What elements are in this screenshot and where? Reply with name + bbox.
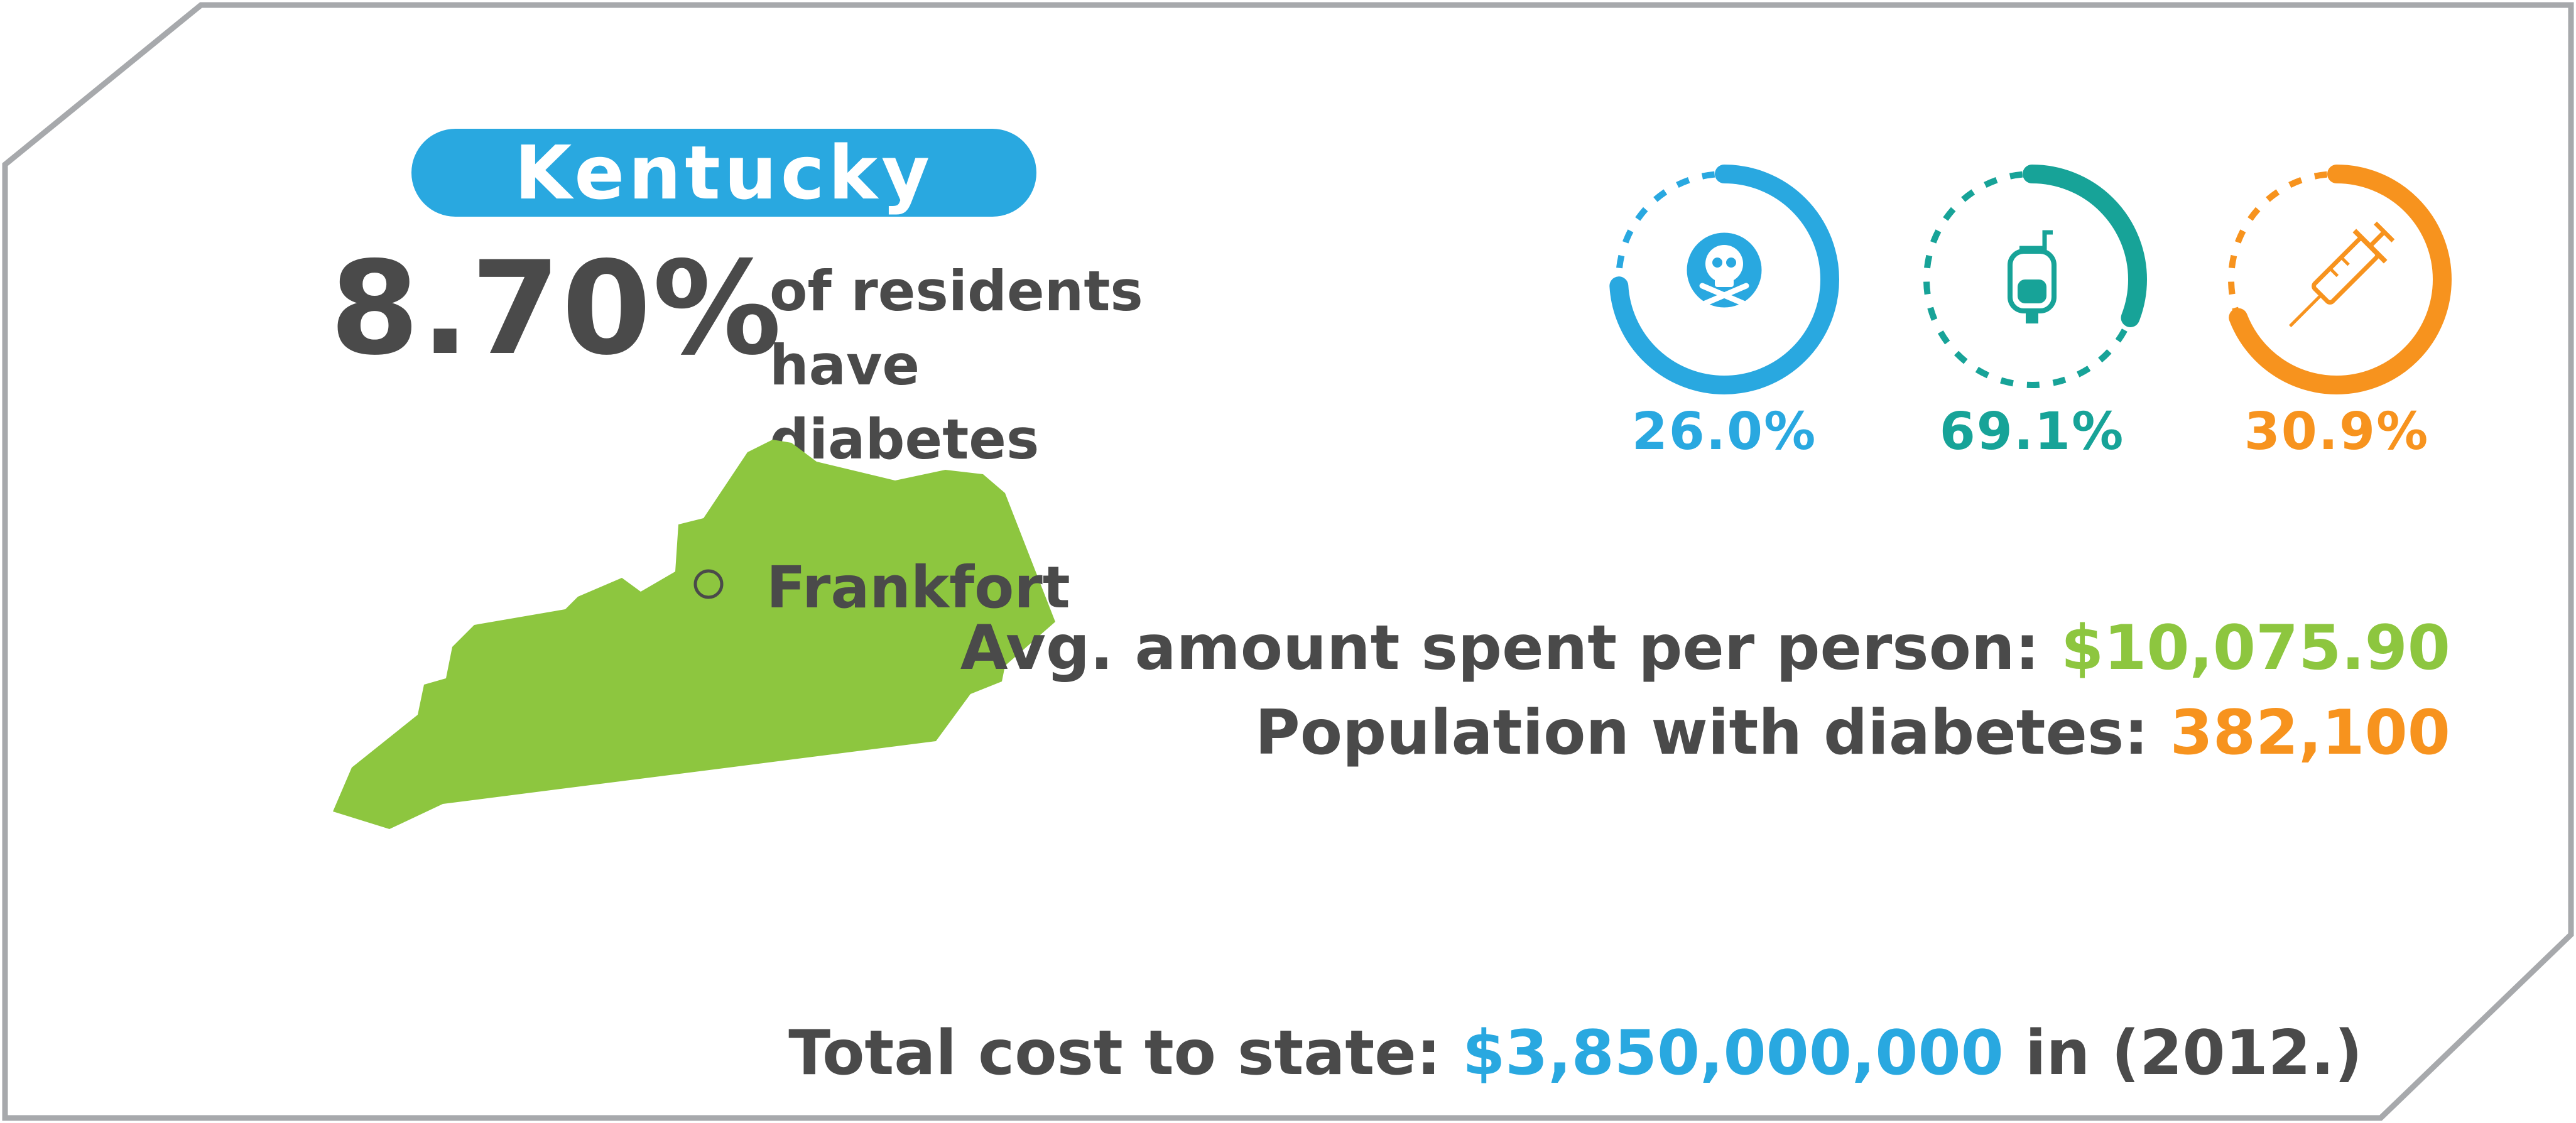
population-line: Population with diabetes: 382,100 <box>1255 697 2450 769</box>
ring-chart <box>2220 163 2453 396</box>
capital-marker <box>693 569 724 599</box>
ring-percentage: 69.1% <box>1939 402 2125 462</box>
avg-spent-value: $10,075.90 <box>2061 612 2450 684</box>
capital-label: Frankfort <box>766 554 1070 621</box>
syringe-icon <box>2288 221 2395 328</box>
diabetes-rate-value: 8.70% <box>330 234 783 384</box>
diabetes-rate-label-line2: have diabetes <box>769 333 1040 472</box>
ring-percentage: 26.0% <box>1631 402 1817 462</box>
total-cost-suffix: in (2012.) <box>2024 1017 2362 1089</box>
ring-arc <box>2222 165 2452 394</box>
ring-arc <box>1917 165 2147 394</box>
ring-arc <box>1609 165 1839 394</box>
state-shape <box>333 440 1055 829</box>
ring-chart <box>1916 163 2148 396</box>
iv-bag-icon <box>2008 230 2057 323</box>
total-cost-label: Total cost to state: <box>788 1017 1441 1089</box>
avg-spent-label: Avg. amount spent per person: <box>960 612 2040 684</box>
population-value: 382,100 <box>2170 697 2450 769</box>
skull-crossbones-icon <box>1683 229 1765 311</box>
total-cost-line: Total cost to state: $3,850,000,000 in (… <box>788 1017 2362 1089</box>
population-label: Population with diabetes: <box>1254 697 2149 769</box>
state-name: Kentucky <box>514 129 934 216</box>
state-title-badge: Kentucky <box>411 129 1036 217</box>
ring-chart <box>1608 163 1840 396</box>
avg-spent-line: Avg. amount spent per person: $10,075.90 <box>960 612 2450 684</box>
diabetes-rate-label-line1: of residents <box>769 259 1143 323</box>
ring-percentage: 30.9% <box>2244 402 2430 462</box>
diabetes-rate-label: of residents have diabetes <box>769 254 1171 477</box>
total-cost-value: $3,850,000,000 <box>1462 1017 2004 1089</box>
